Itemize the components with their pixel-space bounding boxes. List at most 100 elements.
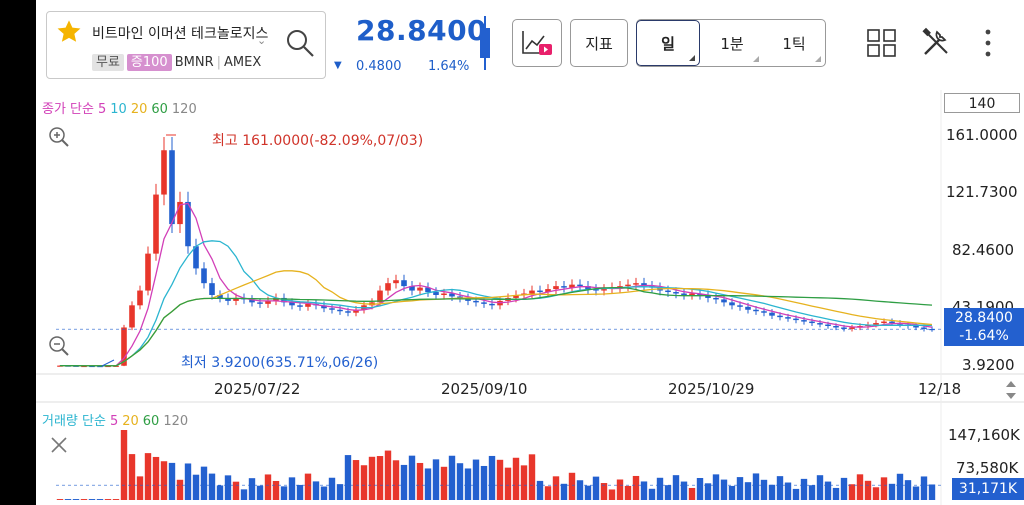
- volume-bar: [432, 459, 440, 500]
- candle: [417, 287, 423, 291]
- more-vertical-icon[interactable]: [976, 26, 1000, 60]
- candle: [457, 296, 463, 298]
- volume-bar: [632, 475, 640, 500]
- candle: [329, 308, 335, 310]
- chart-video-icon: [522, 31, 552, 55]
- period-selector: 일 1분 1틱: [636, 19, 826, 67]
- mini-candle-icon: [480, 16, 490, 70]
- current-price: 28.8400: [356, 14, 488, 47]
- volume-bar: [608, 489, 616, 500]
- volume-axis-label: 73,580K: [956, 459, 1019, 477]
- chevron-down-icon[interactable]: ⌄: [257, 34, 267, 47]
- volume-bar: [400, 464, 408, 500]
- high-annotation: 최고 161.0000(-82.09%,07/03): [212, 133, 424, 149]
- candle: [345, 311, 351, 313]
- close-volume-icon[interactable]: [48, 434, 70, 456]
- volume-bar: [576, 480, 584, 500]
- down-arrow-icon: ▼: [334, 60, 342, 71]
- volume-bar: [200, 466, 208, 500]
- chart-type-button[interactable]: [512, 19, 562, 67]
- volume-bar: [520, 465, 528, 500]
- candle: [777, 315, 783, 318]
- candle: [665, 290, 671, 293]
- candle: [81, 365, 87, 368]
- candle: [449, 293, 455, 297]
- axis-scroll-arrows-icon[interactable]: [1004, 378, 1018, 402]
- volume-bar: [408, 455, 416, 500]
- volume-bar: [160, 461, 168, 500]
- volume-bar: [912, 486, 920, 500]
- volume-bar: [176, 479, 184, 500]
- volume-bar: [296, 484, 304, 500]
- volume-bar: [456, 463, 464, 500]
- low-marker: [101, 359, 115, 367]
- volume-ma-legend[interactable]: 거래량 단순 5 20 60 120: [42, 410, 192, 429]
- volume-bar: [784, 482, 792, 500]
- volume-bar: [568, 472, 576, 500]
- zoom-out-icon[interactable]: [48, 335, 70, 357]
- grid-layout-icon[interactable]: [866, 26, 898, 60]
- candle: [601, 289, 607, 291]
- price-chart[interactable]: [36, 90, 1024, 505]
- volume-bar: [280, 486, 288, 500]
- volume-bar: [112, 499, 120, 500]
- volume-axis-label: 147,160K: [948, 426, 1020, 444]
- indicator-button[interactable]: 지표: [570, 19, 628, 67]
- candle: [593, 289, 599, 291]
- candle: [161, 150, 167, 195]
- volume-bar: [272, 480, 280, 500]
- candle: [529, 290, 535, 294]
- volume-bar: [720, 479, 728, 500]
- date-label: 2025/09/10: [441, 380, 528, 398]
- candle: [849, 327, 855, 329]
- stock-tags: 무료 증100 BMNR | AMEX: [92, 54, 261, 71]
- volume-bar: [152, 456, 160, 500]
- candle: [729, 302, 735, 306]
- volume-bar: [792, 488, 800, 500]
- volume-bar: [816, 475, 824, 500]
- candle: [737, 305, 743, 307]
- candle: [713, 297, 719, 300]
- period-day-label: 일: [661, 34, 675, 53]
- date-label: 2025/10/29: [668, 380, 755, 398]
- candle: [921, 327, 927, 329]
- volume-bar: [616, 479, 624, 500]
- candle: [825, 324, 831, 327]
- volume-bar: [696, 477, 704, 500]
- candle: [689, 293, 695, 295]
- volume-bar: [184, 463, 192, 500]
- candle: [385, 283, 391, 291]
- volume-bar: [264, 474, 272, 500]
- y-axis-label: 121.7300: [946, 183, 1018, 201]
- y-axis-label: 161.0000: [946, 126, 1018, 144]
- date-label: 12/18: [918, 380, 962, 398]
- candle: [553, 286, 559, 290]
- price-ma-legend[interactable]: 종가 단순 5 10 20 60 120: [42, 98, 201, 117]
- volume-bar: [56, 499, 64, 500]
- tools-icon[interactable]: [920, 26, 952, 60]
- candle: [393, 280, 399, 284]
- candle: [441, 293, 447, 295]
- vol-ma120-label: 120: [163, 414, 189, 429]
- search-icon[interactable]: [283, 26, 317, 60]
- favorite-star-icon[interactable]: [55, 18, 83, 46]
- candle: [785, 317, 791, 319]
- volume-bar: [504, 467, 512, 500]
- period-1tick-button[interactable]: 1틱: [763, 20, 825, 66]
- volume-bar: [672, 475, 680, 500]
- candle: [753, 309, 759, 312]
- zoom-in-icon[interactable]: [48, 126, 70, 148]
- volume-bar: [192, 474, 200, 500]
- volume-bar: [712, 474, 720, 500]
- volume-bar: [704, 483, 712, 500]
- volume-bar: [872, 487, 880, 500]
- candle-count-box[interactable]: 140: [944, 93, 1020, 113]
- period-1min-button[interactable]: 1분: [701, 20, 763, 66]
- candle: [321, 305, 327, 309]
- vol-ma20-label: 20: [122, 414, 139, 429]
- volume-bar: [536, 480, 544, 500]
- period-day-button[interactable]: 일: [636, 20, 700, 66]
- stock-selector[interactable]: 비트마인 이머션 테크놀로지스 ⌄ 무료 증100 BMNR | AMEX: [46, 11, 326, 79]
- ma5-label: 5: [97, 102, 107, 117]
- candle: [889, 321, 895, 324]
